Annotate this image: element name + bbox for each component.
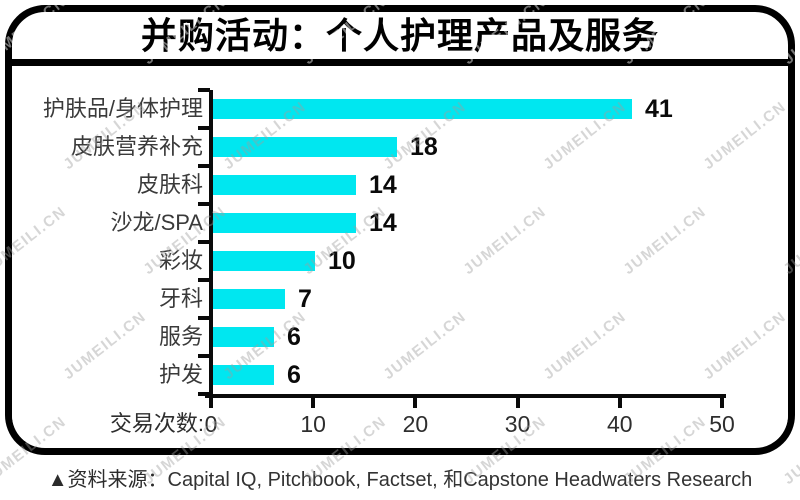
bar [213, 327, 274, 347]
x-tick [311, 398, 316, 408]
chart-region: 护肤品/身体护理 41 皮肤营养补充 18 皮肤科 14 沙龙/SPA 14 彩妆 10 牙科 7 服务… [12, 66, 788, 441]
chart-title: 并购活动：个人护理产品及服务 [140, 14, 659, 56]
bar [213, 289, 285, 309]
category-label: 皮肤营养补充 [70, 134, 203, 159]
title-bar: 并购活动：个人护理产品及服务 [12, 12, 788, 66]
x-tick [515, 398, 520, 408]
category-label: 服务 [158, 324, 203, 349]
bar [213, 213, 356, 233]
bar-row: 沙龙/SPA 14 [110, 204, 724, 242]
y-tick [198, 316, 210, 320]
bar-row: 服务 6 [159, 318, 724, 356]
bar-row: 护肤品/身体护理 41 [43, 90, 724, 128]
x-tick [720, 398, 724, 408]
bar-row: 皮肤营养补充 18 [71, 128, 724, 166]
category-label: 皮肤科 [136, 172, 203, 197]
y-tick [198, 202, 210, 206]
value-label: 18 [410, 133, 438, 161]
x-axis-label: 交易次数: [109, 411, 204, 436]
x-tick-label: 50 [709, 411, 735, 437]
y-tick [198, 278, 210, 282]
x-tick-label: 10 [300, 411, 326, 437]
x-tick-label: 20 [402, 411, 429, 437]
y-tick [198, 354, 210, 358]
x-tick-label: 40 [607, 411, 633, 437]
y-tick [198, 126, 210, 130]
value-label: 6 [287, 361, 301, 389]
bar-row: 护发 6 [159, 356, 724, 394]
bar [213, 365, 274, 385]
x-tick-label: 0 [204, 411, 218, 437]
bar [213, 137, 397, 157]
value-label: 14 [369, 171, 397, 199]
x-tick [209, 398, 213, 408]
bar [213, 175, 356, 195]
y-tick [198, 88, 210, 92]
x-tick [617, 398, 622, 408]
value-label: 41 [645, 95, 673, 123]
value-label: 14 [369, 209, 397, 237]
bar-rows: 护肤品/身体护理 41 皮肤营养补充 18 皮肤科 14 沙龙/SPA 14 彩妆 10 牙科 7 服务… [43, 90, 724, 394]
y-tick [198, 240, 210, 244]
category-label: 彩妆 [158, 248, 203, 273]
x-tick [413, 398, 418, 408]
bar [213, 251, 315, 271]
category-label: 护肤品/身体护理 [42, 96, 203, 121]
y-tick [198, 392, 210, 396]
source-prefix: ▲资料来源： [47, 469, 168, 491]
x-axis-line [205, 394, 726, 398]
category-label: 护发 [158, 362, 203, 387]
category-label: 沙龙/SPA [110, 210, 203, 235]
bar [213, 99, 632, 119]
bar-row: 牙科 7 [159, 280, 724, 318]
bar-row: 皮肤科 14 [137, 166, 724, 204]
y-tick [198, 164, 210, 168]
y-axis-line [209, 90, 213, 398]
bar-row: 彩妆 10 [159, 242, 724, 280]
value-label: 6 [287, 323, 301, 351]
value-label: 7 [298, 285, 312, 313]
source-line: ▲资料来源：Capital IQ, Pitchbook, Factset, 和C… [0, 463, 800, 492]
x-tick-label: 30 [504, 411, 531, 437]
value-label: 10 [328, 247, 356, 275]
chart-panel: 并购活动：个人护理产品及服务 护肤品/身体护理 41 皮肤营养补充 18 皮肤科 14 沙龙… [5, 5, 795, 455]
source-text: Capital IQ, Pitchbook, Factset, 和Capston… [167, 469, 753, 491]
category-label: 牙科 [158, 286, 203, 311]
